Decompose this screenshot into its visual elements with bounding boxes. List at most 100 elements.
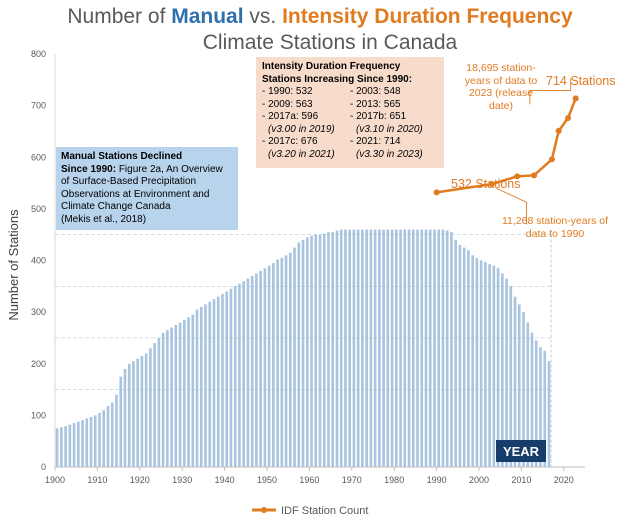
bar-1947 [255, 273, 258, 467]
bar-1936 [208, 301, 212, 467]
bar-1940 [225, 291, 229, 467]
bar-1978 [386, 229, 390, 467]
idf-box-cell: (v3.30 in 2023) [356, 148, 423, 160]
bar-1907 [85, 418, 89, 467]
bar-2013 [534, 340, 538, 467]
annotation-lines [496, 78, 572, 225]
bar-2015 [543, 350, 547, 467]
gridlines [55, 229, 552, 467]
idf-point-596 [548, 156, 555, 163]
idf-box-cell: (v3.00 in 2019) [268, 123, 335, 135]
bar-1911 [102, 410, 106, 467]
bar-1963 [322, 233, 326, 467]
y-tick-500: 500 [31, 204, 46, 214]
bar-1995 [458, 245, 462, 467]
y-tick-0: 0 [41, 462, 46, 472]
bar-1952 [276, 259, 279, 467]
bar-1962 [318, 234, 322, 467]
chart-title-line1: Number of Manual vs. Intensity Duration … [67, 5, 573, 28]
bar-1970 [352, 229, 356, 467]
bar-1914 [115, 394, 118, 467]
x-tick-1980: 1980 [384, 475, 404, 485]
x-tick-1940: 1940 [215, 475, 235, 485]
bar-1973 [365, 229, 368, 467]
bar-1977 [382, 229, 385, 467]
bar-1937 [212, 299, 216, 467]
bar-1985 [416, 229, 419, 467]
bar-2007 [509, 286, 513, 467]
bar-2002 [488, 264, 491, 467]
bar-1955 [289, 252, 292, 467]
idf-point-676 [565, 115, 572, 122]
bar-1957 [297, 242, 301, 467]
bar-1946 [250, 275, 254, 467]
bar-1986 [420, 229, 424, 467]
bar-1916 [123, 368, 127, 467]
bar-1964 [327, 232, 330, 467]
legend-marker [261, 507, 267, 513]
bar-1993 [450, 232, 453, 467]
manual-box-cite: (Mekis et al., 2018) [61, 213, 147, 225]
bar-1925 [161, 332, 165, 467]
bar-1927 [170, 327, 173, 467]
bar-1971 [356, 229, 360, 467]
bar-1906 [81, 420, 84, 467]
idf-point-565 [531, 172, 538, 179]
bar-1960 [310, 235, 313, 467]
leader-line-2023 [529, 78, 572, 105]
y-tick-600: 600 [31, 152, 46, 162]
idf-box-cell: - 2003: 548 [350, 86, 401, 97]
bar-1904 [72, 423, 76, 467]
x-tick-1910: 1910 [87, 475, 107, 485]
bar-1949 [263, 268, 267, 467]
bar-1918 [132, 361, 135, 467]
idf-box-cell: - 2021: 714 [350, 136, 401, 147]
bar-1992 [445, 230, 449, 467]
bar-1930 [183, 319, 186, 467]
idf-info-box: Intensity Duration Frequency Stations In… [256, 57, 444, 168]
bar-1967 [339, 229, 343, 467]
idf-point-563 [514, 173, 521, 180]
bar-1926 [166, 330, 169, 467]
bar-1915 [119, 376, 123, 467]
bar-1950 [267, 265, 271, 467]
bar-1922 [149, 348, 152, 467]
idf-series [433, 95, 579, 196]
x-tick-1990: 1990 [427, 475, 447, 485]
idf-box-cell: - 1990: 532 [262, 86, 313, 97]
bar-2001 [484, 262, 487, 467]
bar-1921 [144, 353, 148, 467]
y-tick-200: 200 [31, 359, 46, 369]
idf-box-cell: - 2017b: 651 [350, 111, 407, 122]
bar-1959 [305, 237, 309, 467]
bar-2014 [539, 347, 542, 467]
leader-line-1990 [496, 187, 528, 225]
idf-box-heading: Intensity Duration Frequency Stations In… [262, 61, 413, 85]
bar-1933 [195, 309, 199, 467]
bar-1938 [216, 296, 220, 467]
bar-1934 [199, 306, 203, 467]
bar-1987 [424, 229, 428, 467]
bar-1989 [433, 229, 436, 467]
idf-point-714 [572, 95, 579, 102]
bar-1923 [153, 343, 156, 467]
y-tick-100: 100 [31, 410, 46, 420]
bar-1941 [229, 288, 233, 467]
idf-box-cell: - 2013: 565 [350, 98, 401, 110]
bar-1919 [136, 358, 139, 467]
bar-1903 [68, 424, 72, 467]
idf-box-cell: - 2017c: 676 [262, 136, 318, 147]
bar-1945 [246, 278, 250, 467]
bar-1988 [428, 229, 432, 467]
year-tag: YEAR [503, 444, 540, 459]
bar-1920 [140, 356, 144, 467]
bar-1953 [280, 257, 284, 467]
bar-1984 [411, 229, 415, 467]
bar-2009 [517, 304, 521, 467]
bar-1999 [475, 257, 479, 467]
bar-1968 [344, 229, 347, 467]
bar-1980 [395, 229, 398, 467]
x-tick-2010: 2010 [511, 475, 531, 485]
bar-1969 [348, 229, 351, 467]
manual-box-heading: Manual Stations Declined [61, 151, 183, 162]
